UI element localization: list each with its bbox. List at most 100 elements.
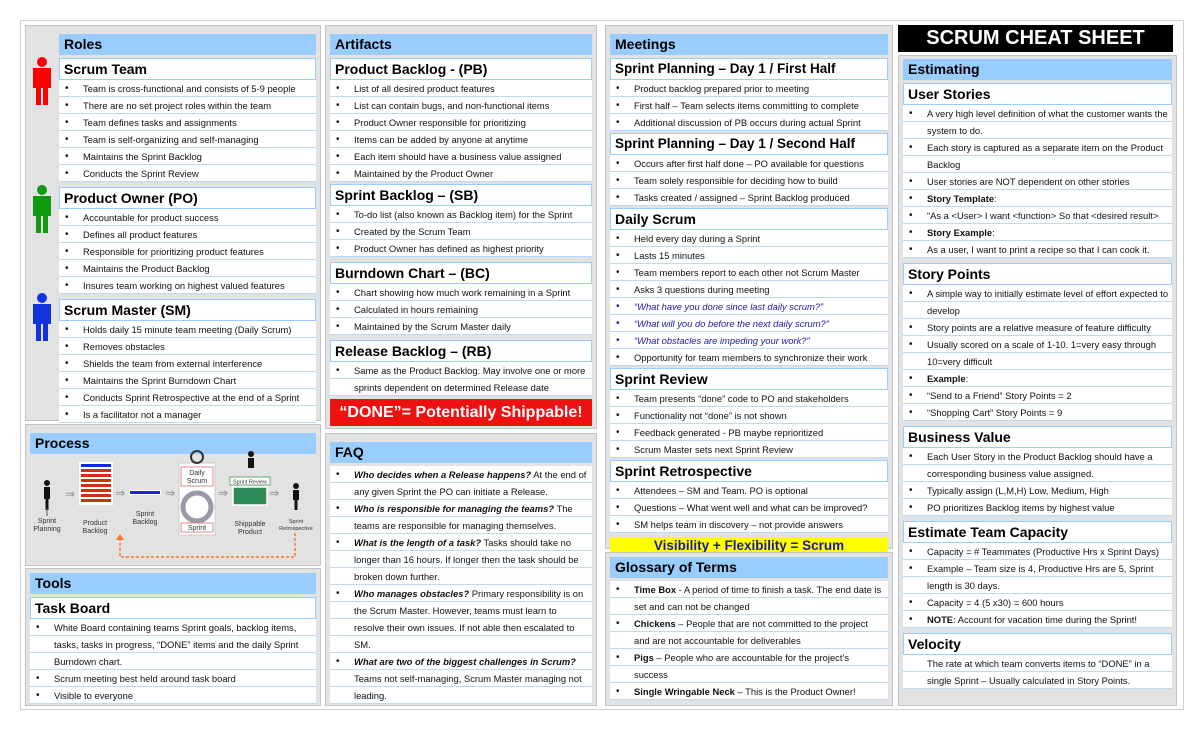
list-item: • Attendees – SM and Team. PO is optional [610, 482, 888, 499]
item-text: Team is cross-functional and consists of… [83, 83, 296, 94]
item-text: Items can be added by anyone at anytime [354, 134, 529, 145]
item-text: SM helps team in discovery – not provide… [634, 519, 843, 530]
list-item: • Is a facilitator not a manager [59, 406, 316, 423]
list-item: • List can contain bugs, and non-function… [330, 97, 592, 114]
bullet-icon: • [336, 134, 340, 145]
list-item: • PO prioritizes Backlog items by highest… [903, 499, 1172, 516]
item-text: Product Owner has defined as highest pri… [354, 243, 544, 254]
item-text: – People that are not committed to the p… [634, 618, 868, 646]
estimating-header: Estimating [903, 59, 1172, 80]
item-text: A very high level definition of what the… [927, 108, 1168, 136]
bullet-icon: • [616, 584, 620, 595]
bullet-icon: • [616, 444, 620, 455]
item-text: Occurs after first half done – PO availa… [634, 158, 864, 169]
bullet-icon: • [65, 392, 69, 403]
list-item: • Shields the team from external interfer… [59, 355, 316, 372]
bullet-icon: • [65, 168, 69, 179]
bullet-icon: • [336, 243, 340, 254]
item-text: Typically assign (L,M,H) Low, Medium, Hi… [927, 485, 1109, 496]
bullet-icon: • [65, 324, 69, 335]
bullet-icon: • [909, 227, 913, 238]
arrow-icon: ⇒ [115, 486, 125, 500]
item-text: Tasks should take no longer than 16 hour… [354, 537, 579, 582]
item-text: Capacity = 4 (5 x30) = 600 hours [927, 597, 1064, 608]
faq-question: Who decides when a Release happens? [354, 469, 532, 480]
item-text: First half – Team selects items committi… [634, 100, 859, 111]
product-owner-person-icon [33, 185, 51, 233]
faq-question: Who is responsible for managing the team… [354, 503, 555, 514]
list-item: • Team solely responsible for deciding ho… [610, 172, 888, 189]
item-text: Functionality not “done” is not shown [634, 410, 787, 421]
item-text: The rate at which team converts items to… [927, 658, 1150, 686]
bullet-icon: • [616, 284, 620, 295]
label-daily-scrum: Daily [189, 470, 205, 477]
tools-header: Tools [30, 573, 316, 594]
list-item: • Team members report to each other not S… [610, 264, 888, 281]
item-term: NOTE [927, 614, 954, 625]
label-sprint-retrospective-2: Retrospective [279, 526, 313, 532]
list-item: • Maintains the Product Backlog [59, 260, 316, 277]
list-item: • To-do list (also known as Backlog item)… [330, 206, 592, 223]
list-item: • Maintains the Sprint Burndown Chart [59, 372, 316, 389]
list-item: • A very high level definition of what th… [903, 105, 1172, 139]
item-text: List can contain bugs, and non-functiona… [354, 100, 550, 111]
item-text: Each User Story in the Product Backlog s… [927, 451, 1153, 479]
label-sprint: Sprint [188, 525, 206, 532]
section-title: Velocity [903, 633, 1172, 655]
section-title: Scrum Master (SM) [59, 299, 316, 321]
section-title: Story Points [903, 263, 1172, 285]
glossary-panel: Glossary of Terms • Time Box - A period of… [605, 552, 893, 706]
bullet-icon: • [909, 322, 913, 333]
bullet-icon: • [616, 267, 620, 278]
list-item: • Responsible for prioritizing product fe… [59, 243, 316, 260]
item-text: Example – Team size is 4, Productive Hrs… [927, 563, 1154, 591]
product-backlog-icon [79, 462, 113, 505]
list-item: • Product backlog prepared prior to meeti… [610, 80, 888, 97]
shippable-product-icon [232, 486, 268, 506]
bullet-icon: • [616, 318, 620, 329]
bullet-icon: • [909, 108, 913, 119]
bullet-icon: • [909, 563, 913, 574]
item-text: Attendees – SM and Team. PO is optional [634, 485, 808, 496]
bullet-icon: • [65, 409, 69, 420]
item-text: Team presents “done” code to PO and stak… [634, 393, 849, 404]
bullet-icon: • [65, 375, 69, 386]
faq-question: What are two of the biggest challenges i… [354, 656, 576, 667]
item-text: Removes obstacles [83, 341, 165, 352]
section-title: Estimate Team Capacity [903, 521, 1172, 543]
list-item: • First half – Team selects items committ… [610, 97, 888, 114]
item-text: Questions – What went well and what can … [634, 502, 868, 513]
item-text: Holds daily 15 minute team meeting (Dail… [83, 324, 292, 335]
bullet-icon: • [65, 263, 69, 274]
item-text: A simple way to initially estimate level… [927, 288, 1169, 316]
item-text: Feedback generated - PB maybe reprioriti… [634, 427, 824, 438]
list-item: • “What obstacles are impeding your work?… [610, 332, 888, 349]
bullet-icon: • [909, 485, 913, 496]
section-title: Daily Scrum [610, 208, 888, 230]
list-item: • Team defines tasks and assignments [59, 114, 316, 131]
roles-panel: Roles Scrum Team • Team is cross-functional… [25, 25, 321, 423]
list-item: • User stories are NOT dependent on other… [903, 173, 1172, 190]
arrow-icon: ⇒ [65, 487, 75, 501]
scrum-master-person-icon [33, 293, 51, 341]
label-sprint-review: Sprint Review [233, 480, 267, 486]
item-text: Defines all product features [83, 229, 198, 240]
list-item: • Created by the Scrum Team [330, 223, 592, 240]
item-term: Single Wringable Neck [634, 686, 735, 697]
arrow-icon: ⇒ [165, 486, 175, 500]
item-text: Asks 3 questions during meeting [634, 284, 770, 295]
label-product-backlog: Product [83, 520, 107, 527]
bullet-icon: • [909, 288, 913, 299]
item-text: Capacity = # Teammates (Productive Hrs x… [927, 546, 1159, 557]
list-item: • Who manages obstacles? Primary responsi… [330, 585, 592, 653]
faq-panel: FAQ • Who decides when a Release happens? … [325, 433, 597, 706]
bullet-icon: • [65, 229, 69, 240]
bullet-icon: • [616, 352, 620, 363]
list-item: • “Shopping Cart” Story Points = 9 [903, 404, 1172, 421]
item-term: Example [927, 373, 966, 384]
label-sprint-planning-2: Planning [33, 526, 60, 533]
list-item: • Items can be added by anyone at anytime [330, 131, 592, 148]
item-text: - A period of time to finish a task. The… [634, 584, 882, 612]
bullet-icon: • [36, 673, 40, 684]
bullet-icon: • [616, 192, 620, 203]
